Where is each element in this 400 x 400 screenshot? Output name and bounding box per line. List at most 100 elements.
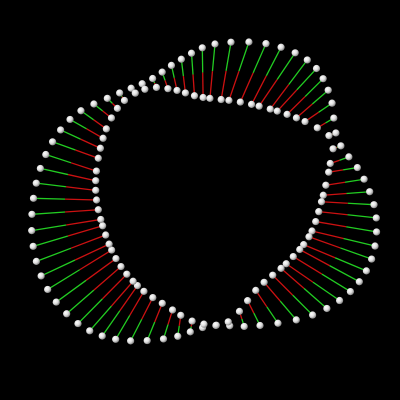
- outer-bead: [256, 322, 263, 329]
- outer-bead: [277, 44, 284, 51]
- inner-bead: [177, 312, 184, 319]
- inner-bead: [169, 306, 176, 313]
- outer-bead: [292, 49, 299, 56]
- outer-bead: [159, 69, 166, 76]
- outer-bead: [57, 126, 64, 133]
- outer-bead: [347, 288, 354, 295]
- outer-bead: [356, 278, 363, 285]
- inner-bead: [218, 96, 225, 103]
- outer-bead: [336, 297, 343, 304]
- outer-bead: [37, 165, 44, 172]
- inner-bead: [102, 231, 109, 238]
- outer-bead: [160, 335, 167, 342]
- inner-bead: [327, 160, 334, 167]
- inner-bead: [173, 87, 180, 94]
- outer-bead: [74, 320, 81, 327]
- inner-bead: [225, 318, 232, 325]
- inner-bead: [123, 271, 130, 278]
- inner-bead: [206, 95, 213, 102]
- outer-bead: [274, 320, 281, 327]
- outer-bead: [227, 39, 234, 46]
- inner-bead: [140, 288, 147, 295]
- inner-bead: [141, 86, 148, 93]
- rung-inner-segment: [65, 199, 97, 200]
- outer-bead: [86, 327, 93, 334]
- outer-bead: [77, 107, 84, 114]
- outer-bead: [187, 328, 194, 335]
- outer-bead: [49, 138, 56, 145]
- inner-bead: [301, 118, 308, 125]
- outer-bead: [53, 298, 60, 305]
- inner-bead: [322, 182, 329, 189]
- outer-bead: [127, 337, 134, 344]
- outer-bead: [241, 323, 248, 330]
- inner-bead: [99, 222, 106, 229]
- inner-bead: [315, 208, 322, 215]
- inner-bead: [252, 287, 259, 294]
- outer-bead: [199, 44, 206, 51]
- outer-bead: [211, 40, 218, 47]
- inner-bead: [153, 84, 160, 91]
- inner-bead: [97, 145, 104, 152]
- inner-bead: [189, 317, 196, 324]
- outer-bead: [330, 114, 337, 121]
- outer-bead: [363, 267, 370, 274]
- inner-bead: [256, 103, 263, 110]
- inner-bead: [93, 196, 100, 203]
- outer-bead: [30, 243, 37, 250]
- inner-bead: [213, 322, 220, 329]
- inner-bead: [305, 233, 312, 240]
- outer-bead: [373, 228, 380, 235]
- inner-bead: [95, 206, 102, 213]
- outer-bead: [30, 195, 37, 202]
- outer-bead: [360, 176, 367, 183]
- inner-bead: [325, 132, 332, 139]
- inner-bead: [103, 125, 110, 132]
- outer-bead: [63, 310, 70, 317]
- outer-bead: [337, 142, 344, 149]
- inner-bead: [318, 198, 325, 205]
- inner-bead: [290, 253, 297, 260]
- outer-bead: [174, 333, 181, 340]
- inner-bead: [267, 105, 274, 112]
- inner-bead: [97, 216, 104, 223]
- outer-bead: [370, 201, 377, 208]
- outer-bead: [44, 286, 51, 293]
- inner-bead: [121, 97, 128, 104]
- inner-bead: [199, 94, 206, 101]
- inner-bead: [159, 300, 166, 307]
- inner-bead: [92, 187, 99, 194]
- outer-bead: [325, 87, 332, 94]
- inner-bead: [325, 169, 332, 176]
- inner-bead: [237, 98, 244, 105]
- inner-bead: [261, 279, 268, 286]
- outer-bead: [245, 38, 252, 45]
- inner-bead: [95, 155, 102, 162]
- outer-bead: [373, 214, 380, 221]
- outer-bead: [144, 337, 151, 344]
- inner-bead: [191, 92, 198, 99]
- inner-bead: [100, 135, 107, 142]
- inner-bead: [274, 108, 281, 115]
- outer-bead: [366, 188, 373, 195]
- inner-bead: [164, 85, 171, 92]
- outer-bead: [168, 62, 175, 69]
- inner-bead: [314, 124, 321, 131]
- rung-outer-segment: [34, 198, 66, 199]
- inner-bead: [182, 89, 189, 96]
- inner-bead: [114, 105, 121, 112]
- inner-bead: [248, 101, 255, 108]
- outer-bead: [28, 211, 35, 218]
- inner-bead: [269, 272, 276, 279]
- outer-bead: [320, 75, 327, 82]
- inner-bead: [117, 263, 124, 270]
- inner-bead: [225, 97, 232, 104]
- inner-bead: [130, 278, 137, 285]
- outer-bead: [328, 100, 335, 107]
- inner-bead: [244, 297, 251, 304]
- outer-bead: [38, 272, 45, 279]
- inner-bead: [149, 294, 156, 301]
